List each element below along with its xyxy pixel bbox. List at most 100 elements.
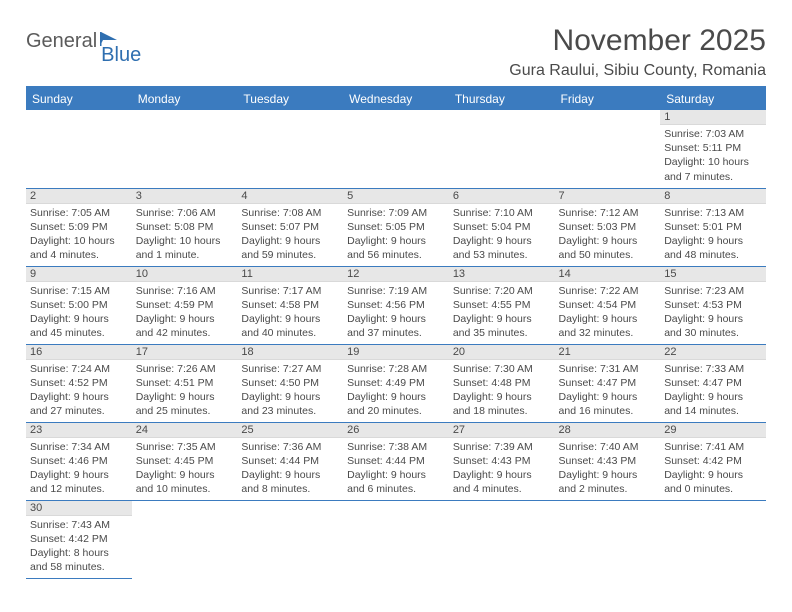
day-number: 4 bbox=[237, 189, 343, 204]
sunrise-line: Sunrise: 7:28 AM bbox=[347, 362, 445, 376]
sunrise-line: Sunrise: 7:36 AM bbox=[241, 440, 339, 454]
day-details: Sunrise: 7:30 AMSunset: 4:48 PMDaylight:… bbox=[449, 360, 555, 421]
calendar-cell: 12Sunrise: 7:19 AMSunset: 4:56 PMDayligh… bbox=[343, 266, 449, 344]
sunrise-line: Sunrise: 7:27 AM bbox=[241, 362, 339, 376]
day-details: Sunrise: 7:06 AMSunset: 5:08 PMDaylight:… bbox=[132, 204, 238, 265]
day-details: Sunrise: 7:33 AMSunset: 4:47 PMDaylight:… bbox=[660, 360, 766, 421]
sunrise-line: Sunrise: 7:10 AM bbox=[453, 206, 551, 220]
day-number: 16 bbox=[26, 345, 132, 360]
daylight-line: Daylight: 9 hours and 2 minutes. bbox=[559, 468, 657, 496]
calendar-cell: 19Sunrise: 7:28 AMSunset: 4:49 PMDayligh… bbox=[343, 344, 449, 422]
sunrise-line: Sunrise: 7:09 AM bbox=[347, 206, 445, 220]
sunrise-line: Sunrise: 7:33 AM bbox=[664, 362, 762, 376]
sunset-line: Sunset: 5:03 PM bbox=[559, 220, 657, 234]
calendar-cell bbox=[555, 110, 661, 188]
sunrise-line: Sunrise: 7:16 AM bbox=[136, 284, 234, 298]
daylight-line: Daylight: 9 hours and 40 minutes. bbox=[241, 312, 339, 340]
daylight-line: Daylight: 9 hours and 23 minutes. bbox=[241, 390, 339, 418]
day-header: Friday bbox=[555, 87, 661, 110]
daylight-line: Daylight: 10 hours and 1 minute. bbox=[136, 234, 234, 262]
calendar-cell: 15Sunrise: 7:23 AMSunset: 4:53 PMDayligh… bbox=[660, 266, 766, 344]
day-number: 18 bbox=[237, 345, 343, 360]
sunset-line: Sunset: 4:45 PM bbox=[136, 454, 234, 468]
sunset-line: Sunset: 4:53 PM bbox=[664, 298, 762, 312]
sunrise-line: Sunrise: 7:13 AM bbox=[664, 206, 762, 220]
daylight-line: Daylight: 9 hours and 10 minutes. bbox=[136, 468, 234, 496]
sunset-line: Sunset: 5:09 PM bbox=[30, 220, 128, 234]
day-number: 8 bbox=[660, 189, 766, 204]
day-number: 25 bbox=[237, 423, 343, 438]
day-header: Wednesday bbox=[343, 87, 449, 110]
logo: General Blue bbox=[26, 30, 143, 53]
day-number: 14 bbox=[555, 267, 661, 282]
sunrise-line: Sunrise: 7:15 AM bbox=[30, 284, 128, 298]
calendar-cell: 27Sunrise: 7:39 AMSunset: 4:43 PMDayligh… bbox=[449, 422, 555, 500]
calendar-cell bbox=[449, 500, 555, 578]
calendar-cell: 1Sunrise: 7:03 AMSunset: 5:11 PMDaylight… bbox=[660, 110, 766, 188]
day-details: Sunrise: 7:26 AMSunset: 4:51 PMDaylight:… bbox=[132, 360, 238, 421]
calendar-row: 9Sunrise: 7:15 AMSunset: 5:00 PMDaylight… bbox=[26, 266, 766, 344]
sunset-line: Sunset: 4:54 PM bbox=[559, 298, 657, 312]
calendar-cell bbox=[26, 110, 132, 188]
daylight-line: Daylight: 9 hours and 48 minutes. bbox=[664, 234, 762, 262]
sunset-line: Sunset: 4:42 PM bbox=[30, 532, 128, 546]
calendar-cell bbox=[132, 500, 238, 578]
sunset-line: Sunset: 5:08 PM bbox=[136, 220, 234, 234]
day-details: Sunrise: 7:23 AMSunset: 4:53 PMDaylight:… bbox=[660, 282, 766, 343]
day-details: Sunrise: 7:13 AMSunset: 5:01 PMDaylight:… bbox=[660, 204, 766, 265]
calendar-cell: 26Sunrise: 7:38 AMSunset: 4:44 PMDayligh… bbox=[343, 422, 449, 500]
sunrise-line: Sunrise: 7:06 AM bbox=[136, 206, 234, 220]
calendar-cell: 24Sunrise: 7:35 AMSunset: 4:45 PMDayligh… bbox=[132, 422, 238, 500]
daylight-line: Daylight: 9 hours and 8 minutes. bbox=[241, 468, 339, 496]
calendar-row: 1Sunrise: 7:03 AMSunset: 5:11 PMDaylight… bbox=[26, 110, 766, 188]
sunrise-line: Sunrise: 7:24 AM bbox=[30, 362, 128, 376]
sunrise-line: Sunrise: 7:08 AM bbox=[241, 206, 339, 220]
calendar-cell: 2Sunrise: 7:05 AMSunset: 5:09 PMDaylight… bbox=[26, 188, 132, 266]
calendar-cell: 30Sunrise: 7:43 AMSunset: 4:42 PMDayligh… bbox=[26, 500, 132, 578]
calendar-cell bbox=[449, 110, 555, 188]
day-header: Monday bbox=[132, 87, 238, 110]
calendar-body: 1Sunrise: 7:03 AMSunset: 5:11 PMDaylight… bbox=[26, 110, 766, 578]
calendar-row: 23Sunrise: 7:34 AMSunset: 4:46 PMDayligh… bbox=[26, 422, 766, 500]
day-number: 20 bbox=[449, 345, 555, 360]
sunset-line: Sunset: 4:43 PM bbox=[453, 454, 551, 468]
day-number: 10 bbox=[132, 267, 238, 282]
calendar-cell: 13Sunrise: 7:20 AMSunset: 4:55 PMDayligh… bbox=[449, 266, 555, 344]
day-number: 9 bbox=[26, 267, 132, 282]
calendar-cell: 3Sunrise: 7:06 AMSunset: 5:08 PMDaylight… bbox=[132, 188, 238, 266]
calendar-cell: 10Sunrise: 7:16 AMSunset: 4:59 PMDayligh… bbox=[132, 266, 238, 344]
sunset-line: Sunset: 4:48 PM bbox=[453, 376, 551, 390]
calendar-cell: 25Sunrise: 7:36 AMSunset: 4:44 PMDayligh… bbox=[237, 422, 343, 500]
sunset-line: Sunset: 4:59 PM bbox=[136, 298, 234, 312]
sunset-line: Sunset: 4:52 PM bbox=[30, 376, 128, 390]
day-details: Sunrise: 7:20 AMSunset: 4:55 PMDaylight:… bbox=[449, 282, 555, 343]
sunset-line: Sunset: 5:07 PM bbox=[241, 220, 339, 234]
sunset-line: Sunset: 4:49 PM bbox=[347, 376, 445, 390]
day-number: 13 bbox=[449, 267, 555, 282]
sunrise-line: Sunrise: 7:40 AM bbox=[559, 440, 657, 454]
sunrise-line: Sunrise: 7:31 AM bbox=[559, 362, 657, 376]
daylight-line: Daylight: 9 hours and 27 minutes. bbox=[30, 390, 128, 418]
calendar-row: 30Sunrise: 7:43 AMSunset: 4:42 PMDayligh… bbox=[26, 500, 766, 578]
calendar-cell: 5Sunrise: 7:09 AMSunset: 5:05 PMDaylight… bbox=[343, 188, 449, 266]
day-number: 5 bbox=[343, 189, 449, 204]
daylight-line: Daylight: 9 hours and 20 minutes. bbox=[347, 390, 445, 418]
day-details: Sunrise: 7:17 AMSunset: 4:58 PMDaylight:… bbox=[237, 282, 343, 343]
day-number: 21 bbox=[555, 345, 661, 360]
calendar-cell: 9Sunrise: 7:15 AMSunset: 5:00 PMDaylight… bbox=[26, 266, 132, 344]
calendar-cell bbox=[237, 500, 343, 578]
day-number: 22 bbox=[660, 345, 766, 360]
sunset-line: Sunset: 4:42 PM bbox=[664, 454, 762, 468]
day-details: Sunrise: 7:38 AMSunset: 4:44 PMDaylight:… bbox=[343, 438, 449, 499]
day-number: 1 bbox=[660, 110, 766, 125]
sunrise-line: Sunrise: 7:43 AM bbox=[30, 518, 128, 532]
title-block: November 2025 Gura Raului, Sibiu County,… bbox=[509, 24, 766, 80]
day-details: Sunrise: 7:36 AMSunset: 4:44 PMDaylight:… bbox=[237, 438, 343, 499]
calendar-cell: 8Sunrise: 7:13 AMSunset: 5:01 PMDaylight… bbox=[660, 188, 766, 266]
sunrise-line: Sunrise: 7:23 AM bbox=[664, 284, 762, 298]
sunset-line: Sunset: 4:47 PM bbox=[559, 376, 657, 390]
day-number: 3 bbox=[132, 189, 238, 204]
day-number: 26 bbox=[343, 423, 449, 438]
day-number: 6 bbox=[449, 189, 555, 204]
sunrise-line: Sunrise: 7:03 AM bbox=[664, 127, 762, 141]
